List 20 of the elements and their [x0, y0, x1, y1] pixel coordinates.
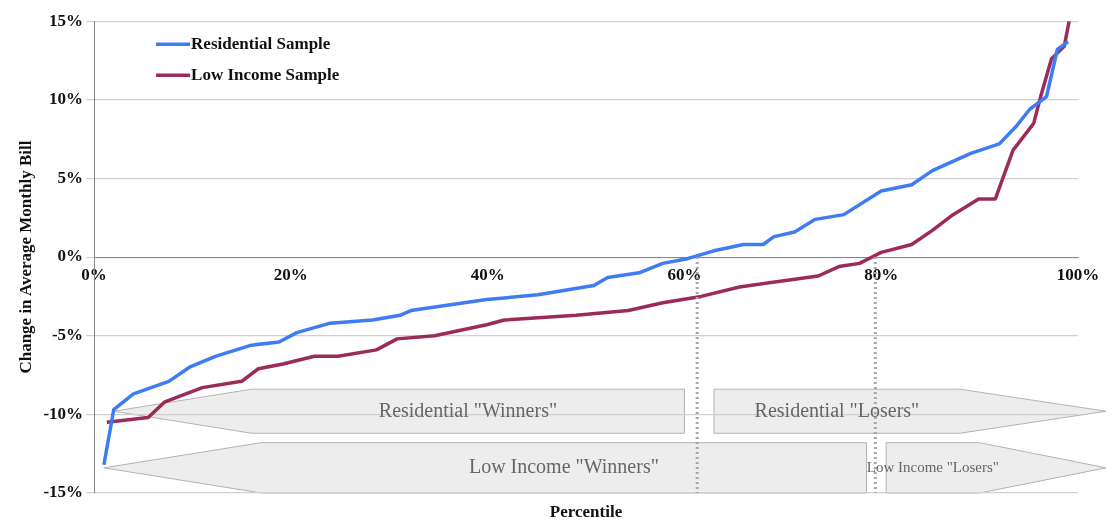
legend-label: Low Income Sample — [191, 64, 340, 84]
x-tick-label: 60% — [667, 264, 702, 284]
x-axis-title: Percentile — [549, 501, 623, 521]
y-axis-title: Change in Average Monthly Bill — [15, 140, 35, 374]
annotation: Residential "Losers" — [754, 398, 920, 421]
legend-label: Residential Sample — [191, 33, 331, 53]
annotation: Low Income "Winners" — [468, 455, 659, 478]
x-tick-label: 0% — [81, 264, 107, 284]
y-tick-label: 0% — [57, 246, 84, 266]
x-tick-label: 20% — [273, 264, 308, 284]
y-tick-label: -5% — [51, 325, 84, 345]
y-tick-label: -10% — [43, 403, 84, 423]
x-tick-label: 100% — [1056, 264, 1100, 284]
annotation: Low Income "Losers" — [866, 459, 999, 476]
annotation: Residential "Winners" — [378, 398, 558, 421]
y-tick-label: 15% — [49, 10, 84, 30]
y-tick-label: -15% — [43, 482, 84, 502]
y-tick-label: 5% — [57, 167, 84, 187]
y-tick-label: 10% — [49, 89, 84, 109]
x-tick-label: 40% — [470, 264, 505, 284]
